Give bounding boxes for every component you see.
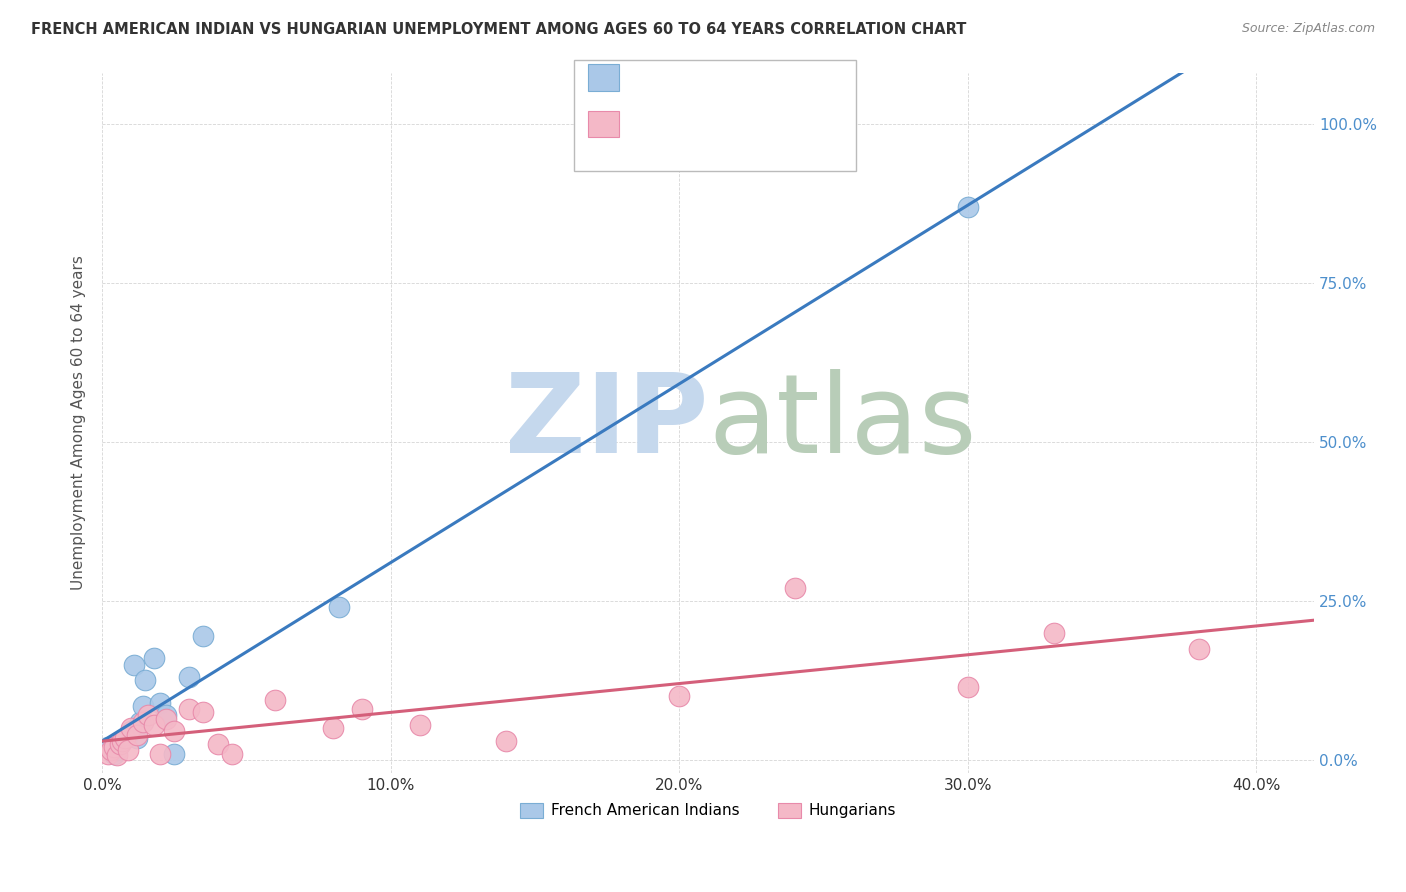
Point	[120, 724, 142, 739]
Text: atlas: atlas	[709, 369, 977, 476]
Point	[177, 670, 200, 684]
Point	[193, 629, 215, 643]
Point	[100, 743, 122, 757]
Text: R = 0.870    N = 21: R = 0.870 N = 21	[626, 72, 775, 87]
Point	[149, 696, 172, 710]
Text: Source: ZipAtlas.com: Source: ZipAtlas.com	[1241, 22, 1375, 36]
Text: FRENCH AMERICAN INDIAN VS HUNGARIAN UNEMPLOYMENT AMONG AGES 60 TO 64 YEARS CORRE: FRENCH AMERICAN INDIAN VS HUNGARIAN UNEM…	[31, 22, 966, 37]
Point	[105, 743, 128, 757]
Point	[120, 721, 142, 735]
Point	[131, 714, 153, 729]
Point	[956, 200, 979, 214]
Point	[103, 747, 125, 761]
Legend: French American Indians, Hungarians: French American Indians, Hungarians	[515, 797, 903, 824]
Point	[105, 747, 128, 762]
Point	[128, 714, 150, 729]
Point	[134, 673, 156, 688]
Point	[97, 747, 120, 761]
Point	[103, 740, 125, 755]
Point	[193, 706, 215, 720]
Y-axis label: Unemployment Among Ages 60 to 64 years: Unemployment Among Ages 60 to 64 years	[72, 255, 86, 591]
Point	[114, 731, 136, 745]
Point	[114, 731, 136, 745]
Point	[125, 731, 148, 745]
Point	[117, 728, 139, 742]
Point	[108, 737, 131, 751]
Point	[408, 718, 430, 732]
Point	[143, 651, 166, 665]
Point	[97, 740, 120, 755]
Point	[668, 690, 690, 704]
Point	[108, 737, 131, 751]
Point	[155, 712, 177, 726]
Point	[117, 743, 139, 757]
Point	[328, 600, 350, 615]
Point	[956, 680, 979, 694]
Point	[125, 728, 148, 742]
Point	[207, 737, 229, 751]
Point	[1188, 641, 1211, 656]
Point	[122, 657, 145, 672]
Point	[111, 734, 134, 748]
Point	[143, 718, 166, 732]
Point	[177, 702, 200, 716]
Point	[149, 747, 172, 761]
Point	[322, 721, 344, 735]
Point	[350, 702, 373, 716]
Point	[264, 692, 287, 706]
Point	[163, 724, 186, 739]
Point	[163, 747, 186, 761]
Point	[131, 698, 153, 713]
Point	[138, 708, 160, 723]
Point	[495, 734, 517, 748]
Point	[783, 581, 806, 595]
Text: ZIP: ZIP	[505, 369, 709, 476]
Point	[111, 734, 134, 748]
Point	[221, 747, 243, 761]
Point	[155, 708, 177, 723]
Text: R = 0.480    N = 30: R = 0.480 N = 30	[626, 119, 775, 133]
Point	[1043, 625, 1066, 640]
